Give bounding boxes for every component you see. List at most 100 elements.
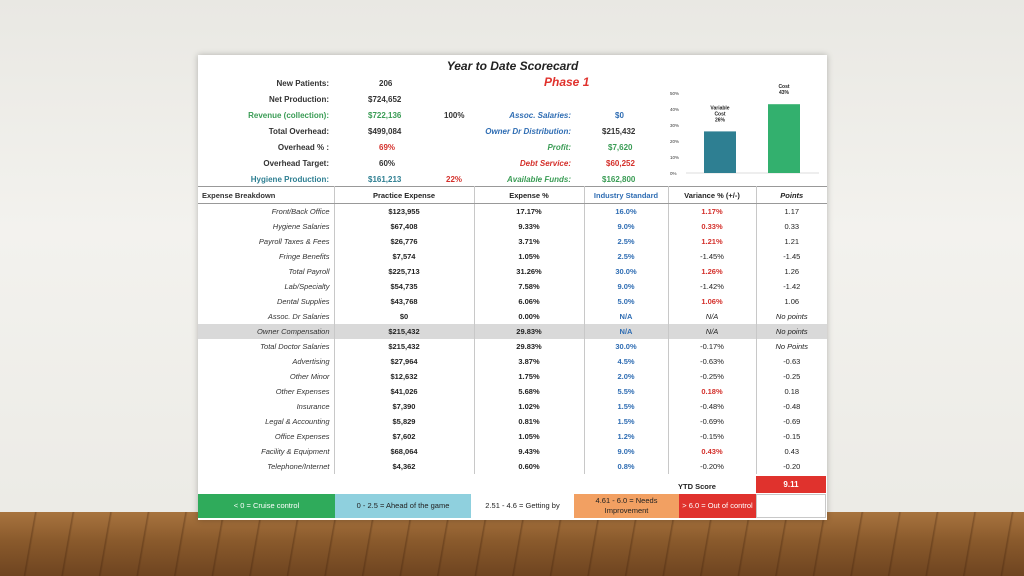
table-cell: 1.06 bbox=[784, 297, 800, 306]
bar-category-label: Cost bbox=[714, 111, 725, 117]
table-cell: -1.45 bbox=[783, 252, 801, 261]
table-cell: Assoc. Dr Salaries bbox=[198, 309, 335, 324]
table-cell: $54,735 bbox=[334, 279, 475, 294]
y-tick-label: 30% bbox=[670, 123, 679, 128]
column-header: Expense % bbox=[474, 186, 585, 204]
table-cell: No points bbox=[756, 324, 827, 339]
table-cell: 30.0% bbox=[584, 264, 669, 279]
table-row: Other Minor $12,632 1.75% 2.0% -0.25% -0.25 bbox=[198, 369, 827, 384]
table-cell: N/A bbox=[584, 324, 669, 339]
table-cell: Payroll Taxes & Fees bbox=[198, 234, 335, 249]
table-cell: 1.21% bbox=[668, 234, 757, 249]
table-cell: 30.0% bbox=[584, 339, 669, 354]
table-cell: -0.20 bbox=[783, 462, 801, 471]
table-cell: 0.33% bbox=[668, 219, 757, 234]
table-cell: Telephone/Internet bbox=[198, 459, 335, 474]
table-cell: 1.26 bbox=[784, 267, 800, 276]
table-cell: 5.0% bbox=[584, 294, 669, 309]
table-cell: Hygiene Salaries bbox=[198, 219, 335, 234]
net-production-label: Net Production: bbox=[269, 95, 329, 104]
table-row: Hygiene Salaries $67,408 9.33% 9.0% 0.33% 0.3… bbox=[198, 219, 827, 234]
hygiene-percent: 22% bbox=[446, 175, 463, 184]
revenue-value: $722,136 bbox=[368, 111, 402, 120]
table-row: Telephone/Internet $4,362 0.60% 0.8% -0.20% -… bbox=[198, 459, 827, 474]
legend-item: > 6.0 = Out of control bbox=[679, 494, 757, 518]
table-cell: 0.60% bbox=[474, 459, 585, 474]
table-row: Payroll Taxes & Fees $26,776 3.71% 2.5% 1.21… bbox=[198, 234, 827, 249]
table-cell: $67,408 bbox=[334, 219, 475, 234]
total-overhead-label: Total Overhead: bbox=[268, 127, 329, 136]
ytd-score-value: 9.11 bbox=[756, 476, 826, 493]
table-cell: No Points bbox=[775, 342, 809, 351]
profit-label: Profit: bbox=[547, 143, 571, 152]
table-cell: 0.8% bbox=[584, 459, 669, 474]
table-cell: 5.68% bbox=[474, 384, 585, 399]
table-cell: $4,362 bbox=[334, 459, 475, 474]
table-cell: 1.05% bbox=[474, 429, 585, 444]
bar-variable-cost bbox=[704, 131, 736, 173]
table-cell: $43,768 bbox=[334, 294, 475, 309]
table-cell: N/A bbox=[668, 309, 757, 324]
scorecard-title: Year to Date Scorecard bbox=[446, 59, 579, 73]
table-cell: $27,964 bbox=[334, 354, 475, 369]
profit-value: $7,620 bbox=[608, 143, 633, 152]
table-cell: Dental Supplies bbox=[198, 294, 335, 309]
table-cell: 9.0% bbox=[584, 444, 669, 459]
table-row: Legal & Accounting $5,829 0.81% 1.5% -0.69% -… bbox=[198, 414, 827, 429]
table-cell: 1.5% bbox=[584, 399, 669, 414]
table-cell: 1.17 bbox=[784, 207, 800, 216]
table-cell: 29.83% bbox=[474, 339, 585, 354]
overhead-target-value: 60% bbox=[379, 159, 396, 168]
table-row: Owner Compensation $215,432 29.83% N/A N/A No… bbox=[198, 324, 827, 339]
table-cell: N/A bbox=[668, 324, 757, 339]
y-tick-label: 0% bbox=[670, 171, 677, 176]
table-cell: 1.05% bbox=[474, 249, 585, 264]
table-cell: 7.58% bbox=[474, 279, 585, 294]
table-row: Advertising $27,964 3.87% 4.5% -0.63% -0.63 bbox=[198, 354, 827, 369]
revenue-label: Revenue (collection): bbox=[248, 111, 329, 120]
table-cell: 2.5% bbox=[584, 249, 669, 264]
table-cell: $123,955 bbox=[334, 203, 475, 219]
table-cell: -0.25% bbox=[668, 369, 757, 384]
table-cell: $215,432 bbox=[334, 324, 475, 339]
table-cell: 5.5% bbox=[584, 384, 669, 399]
net-production-value: $724,652 bbox=[368, 95, 402, 104]
owner-distribution-label: Owner Dr Distribution: bbox=[485, 127, 571, 136]
total-overhead-value: $499,084 bbox=[368, 127, 402, 136]
expense-breakdown-table: Expense Breakdown Practice Expense Expense… bbox=[198, 186, 827, 474]
debt-service-value: $60,252 bbox=[606, 159, 635, 168]
table-cell: -0.63 bbox=[783, 357, 801, 366]
table-cell: Total Payroll bbox=[198, 264, 335, 279]
table-row: Lab/Specialty $54,735 7.58% 9.0% -1.42% -1.42 bbox=[198, 279, 827, 294]
table-cell: Front/Back Office bbox=[198, 203, 335, 219]
debt-service-label: Debt Service: bbox=[519, 159, 571, 168]
table-cell: 3.71% bbox=[474, 234, 585, 249]
table-row: Assoc. Dr Salaries $0 0.00% N/A N/A No points bbox=[198, 309, 827, 324]
column-header: Variance % (+/-) bbox=[668, 186, 757, 204]
table-cell: 0.00% bbox=[474, 309, 585, 324]
table-cell: 1.2% bbox=[584, 429, 669, 444]
bar-category-label: Cost bbox=[778, 84, 789, 90]
revenue-percent: 100% bbox=[444, 111, 465, 120]
column-header: Points bbox=[756, 186, 827, 204]
table-cell: 0.43 bbox=[784, 447, 800, 456]
table-cell: 9.33% bbox=[474, 219, 585, 234]
table-cell: 29.83% bbox=[474, 324, 585, 339]
table-cell: 4.5% bbox=[584, 354, 669, 369]
table-cell: Facility & Equipment bbox=[198, 444, 335, 459]
table-cell: Office Expenses bbox=[198, 429, 335, 444]
bar-category-label: Variable bbox=[710, 105, 729, 111]
table-cell: -0.63% bbox=[668, 354, 757, 369]
legend-empty-cell bbox=[756, 494, 826, 518]
table-row: Office Expenses $7,602 1.05% 1.2% -0.15% -0.1… bbox=[198, 429, 827, 444]
table-cell: 9.0% bbox=[584, 219, 669, 234]
hygiene-production-value: $161,213 bbox=[368, 175, 402, 184]
y-tick-label: 10% bbox=[670, 155, 679, 160]
table-cell: $215,432 bbox=[334, 339, 475, 354]
table-cell: -0.48 bbox=[783, 402, 801, 411]
owner-distribution-value: $215,432 bbox=[602, 127, 636, 136]
table-cell: 0.18% bbox=[668, 384, 757, 399]
table-cell: -0.20% bbox=[668, 459, 757, 474]
table-cell: 16.0% bbox=[584, 203, 669, 219]
table-cell: $68,064 bbox=[334, 444, 475, 459]
